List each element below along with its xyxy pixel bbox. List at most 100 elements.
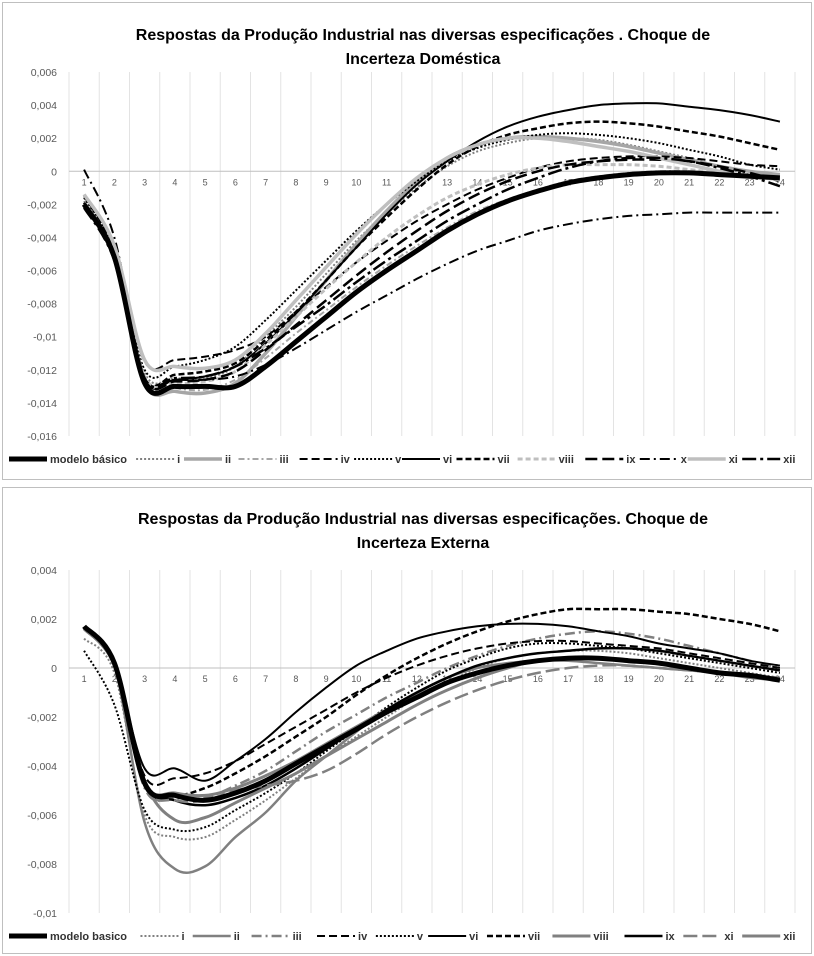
series-line-xi bbox=[83, 627, 780, 804]
series-line-xii bbox=[83, 156, 781, 389]
series-line-vii bbox=[83, 607, 781, 800]
x-tick-label: 5 bbox=[203, 177, 208, 187]
chart-title-line2: Incerteza Externa bbox=[357, 535, 490, 552]
legend-item: vi bbox=[428, 931, 478, 943]
legend-item: xii bbox=[742, 931, 795, 943]
x-tick-label: 7 bbox=[263, 674, 268, 684]
legend-label: iv bbox=[358, 931, 368, 943]
legend-label: vii bbox=[528, 931, 540, 943]
x-tick-label: 11 bbox=[382, 674, 391, 684]
y-tick-label: -0,008 bbox=[27, 859, 57, 871]
x-tick-label: 23 bbox=[745, 177, 755, 187]
x-tick-label: 4 bbox=[172, 674, 177, 684]
legend-item: iv bbox=[299, 454, 351, 466]
legend-item: v bbox=[375, 931, 424, 943]
y-tick-label: 0,002 bbox=[31, 614, 57, 626]
legend-label: xi bbox=[724, 931, 733, 943]
x-tick-label: 8 bbox=[293, 674, 298, 684]
x-tick-label: 22 bbox=[714, 674, 724, 684]
y-tick-label: 0,004 bbox=[31, 100, 57, 112]
chart-title-line1: Respostas da Produção Industrial nas div… bbox=[136, 27, 711, 44]
chart-panel-external: Respostas da Produção Industrial nas div… bbox=[2, 487, 812, 954]
x-tick-label: 21 bbox=[684, 674, 694, 684]
legend-item: ii bbox=[184, 454, 231, 466]
y-tick-label: -0,004 bbox=[27, 761, 57, 773]
y-tick-label: 0,004 bbox=[31, 565, 57, 577]
x-tick-label: 19 bbox=[624, 177, 634, 187]
x-tick-label: 9 bbox=[324, 177, 329, 187]
legend-item: iii bbox=[238, 454, 289, 466]
x-tick-label: 7 bbox=[263, 177, 268, 187]
x-tick-label: 3 bbox=[142, 177, 147, 187]
x-tick-label: 5 bbox=[203, 674, 208, 684]
x-tick-label: 20 bbox=[654, 177, 664, 187]
legend-item: vi bbox=[402, 454, 452, 466]
x-tick-label: 18 bbox=[593, 674, 603, 684]
legend-label: iii bbox=[280, 454, 289, 466]
legend-label: v bbox=[395, 454, 402, 466]
y-tick-label: -0,008 bbox=[27, 299, 57, 311]
legend-label: v bbox=[417, 931, 424, 943]
legend-label: viii bbox=[593, 931, 608, 943]
x-tick-label: 15 bbox=[503, 674, 513, 684]
legend-label: x bbox=[681, 454, 688, 466]
x-tick-label: 24 bbox=[775, 177, 785, 187]
legend-item: modelo basico bbox=[9, 931, 127, 943]
y-tick-label: 0 bbox=[51, 663, 57, 675]
gridlines bbox=[68, 72, 796, 436]
series-line-modelo-basico bbox=[82, 624, 781, 803]
legend-label: ix bbox=[665, 931, 675, 943]
x-tick-label: 2 bbox=[112, 674, 117, 684]
chart-domestic: Respostas da Produção Industrial nas div… bbox=[9, 27, 796, 466]
legend-label: i bbox=[177, 454, 180, 466]
x-tick-label: 14 bbox=[472, 177, 482, 187]
y-tick-label: -0,016 bbox=[27, 431, 57, 443]
legend-item: ii bbox=[192, 931, 240, 943]
y-tick-label: 0 bbox=[51, 166, 57, 178]
legend-item: iv bbox=[317, 931, 368, 943]
x-tick-label: 1 bbox=[82, 674, 87, 684]
y-tick-label: -0,006 bbox=[27, 810, 57, 822]
x-tick-label: 4 bbox=[172, 177, 177, 187]
legend-label: xii bbox=[783, 454, 795, 466]
legend-label: viii bbox=[559, 454, 574, 466]
legend-label: ii bbox=[234, 931, 240, 943]
series-line-v bbox=[83, 642, 781, 833]
series-line-x bbox=[83, 169, 780, 390]
x-tick-label: 10 bbox=[351, 674, 361, 684]
legend: modelo basico i ii iii iv v vi vii viii ix xi xii bbox=[9, 931, 795, 943]
series-line-modelo-básico bbox=[81, 170, 781, 396]
legend-item: xii bbox=[742, 454, 795, 466]
legend-item: viii bbox=[517, 454, 574, 466]
legend-item: iii bbox=[251, 931, 302, 943]
legend-label: modelo basico bbox=[50, 931, 127, 943]
legend: modelo básico i ii iii iv v vi vii viii ix x xi xii bbox=[9, 454, 795, 466]
series-line-viii bbox=[82, 162, 781, 390]
y-tick-label: -0,002 bbox=[27, 712, 57, 724]
legend-label: xii bbox=[783, 931, 795, 943]
x-tick-label: 12 bbox=[412, 674, 422, 684]
x-tick-label: 3 bbox=[142, 674, 147, 684]
chart-title-line1: Respostas da Produção Industrial nas div… bbox=[138, 511, 708, 528]
legend-label: xi bbox=[729, 454, 738, 466]
x-tick-label: 1 bbox=[82, 177, 87, 187]
legend-label: ix bbox=[626, 454, 636, 466]
legend-label: i bbox=[181, 931, 184, 943]
legend-item: ix bbox=[585, 454, 636, 466]
y-tick-label: -0,002 bbox=[27, 199, 57, 211]
x-tick-label: 16 bbox=[533, 177, 543, 187]
legend-label: modelo básico bbox=[50, 454, 127, 466]
legend-label: iii bbox=[293, 931, 302, 943]
chart-panel-domestic: Respostas da Produção Industrial nas div… bbox=[2, 2, 812, 480]
x-tick-label: 22 bbox=[714, 177, 724, 187]
y-tick-label: -0,006 bbox=[27, 266, 57, 278]
chart-external: Respostas da Produção Industrial nas div… bbox=[9, 511, 796, 943]
y-tick-label: -0,01 bbox=[33, 332, 57, 344]
x-tick-label: 9 bbox=[324, 674, 329, 684]
legend-label: iv bbox=[341, 454, 351, 466]
legend-item: x bbox=[639, 454, 688, 466]
series-line-ix bbox=[83, 627, 781, 807]
series-line-iv bbox=[83, 628, 781, 787]
legend-label: ii bbox=[225, 454, 231, 466]
x-tick-label: 6 bbox=[233, 674, 238, 684]
